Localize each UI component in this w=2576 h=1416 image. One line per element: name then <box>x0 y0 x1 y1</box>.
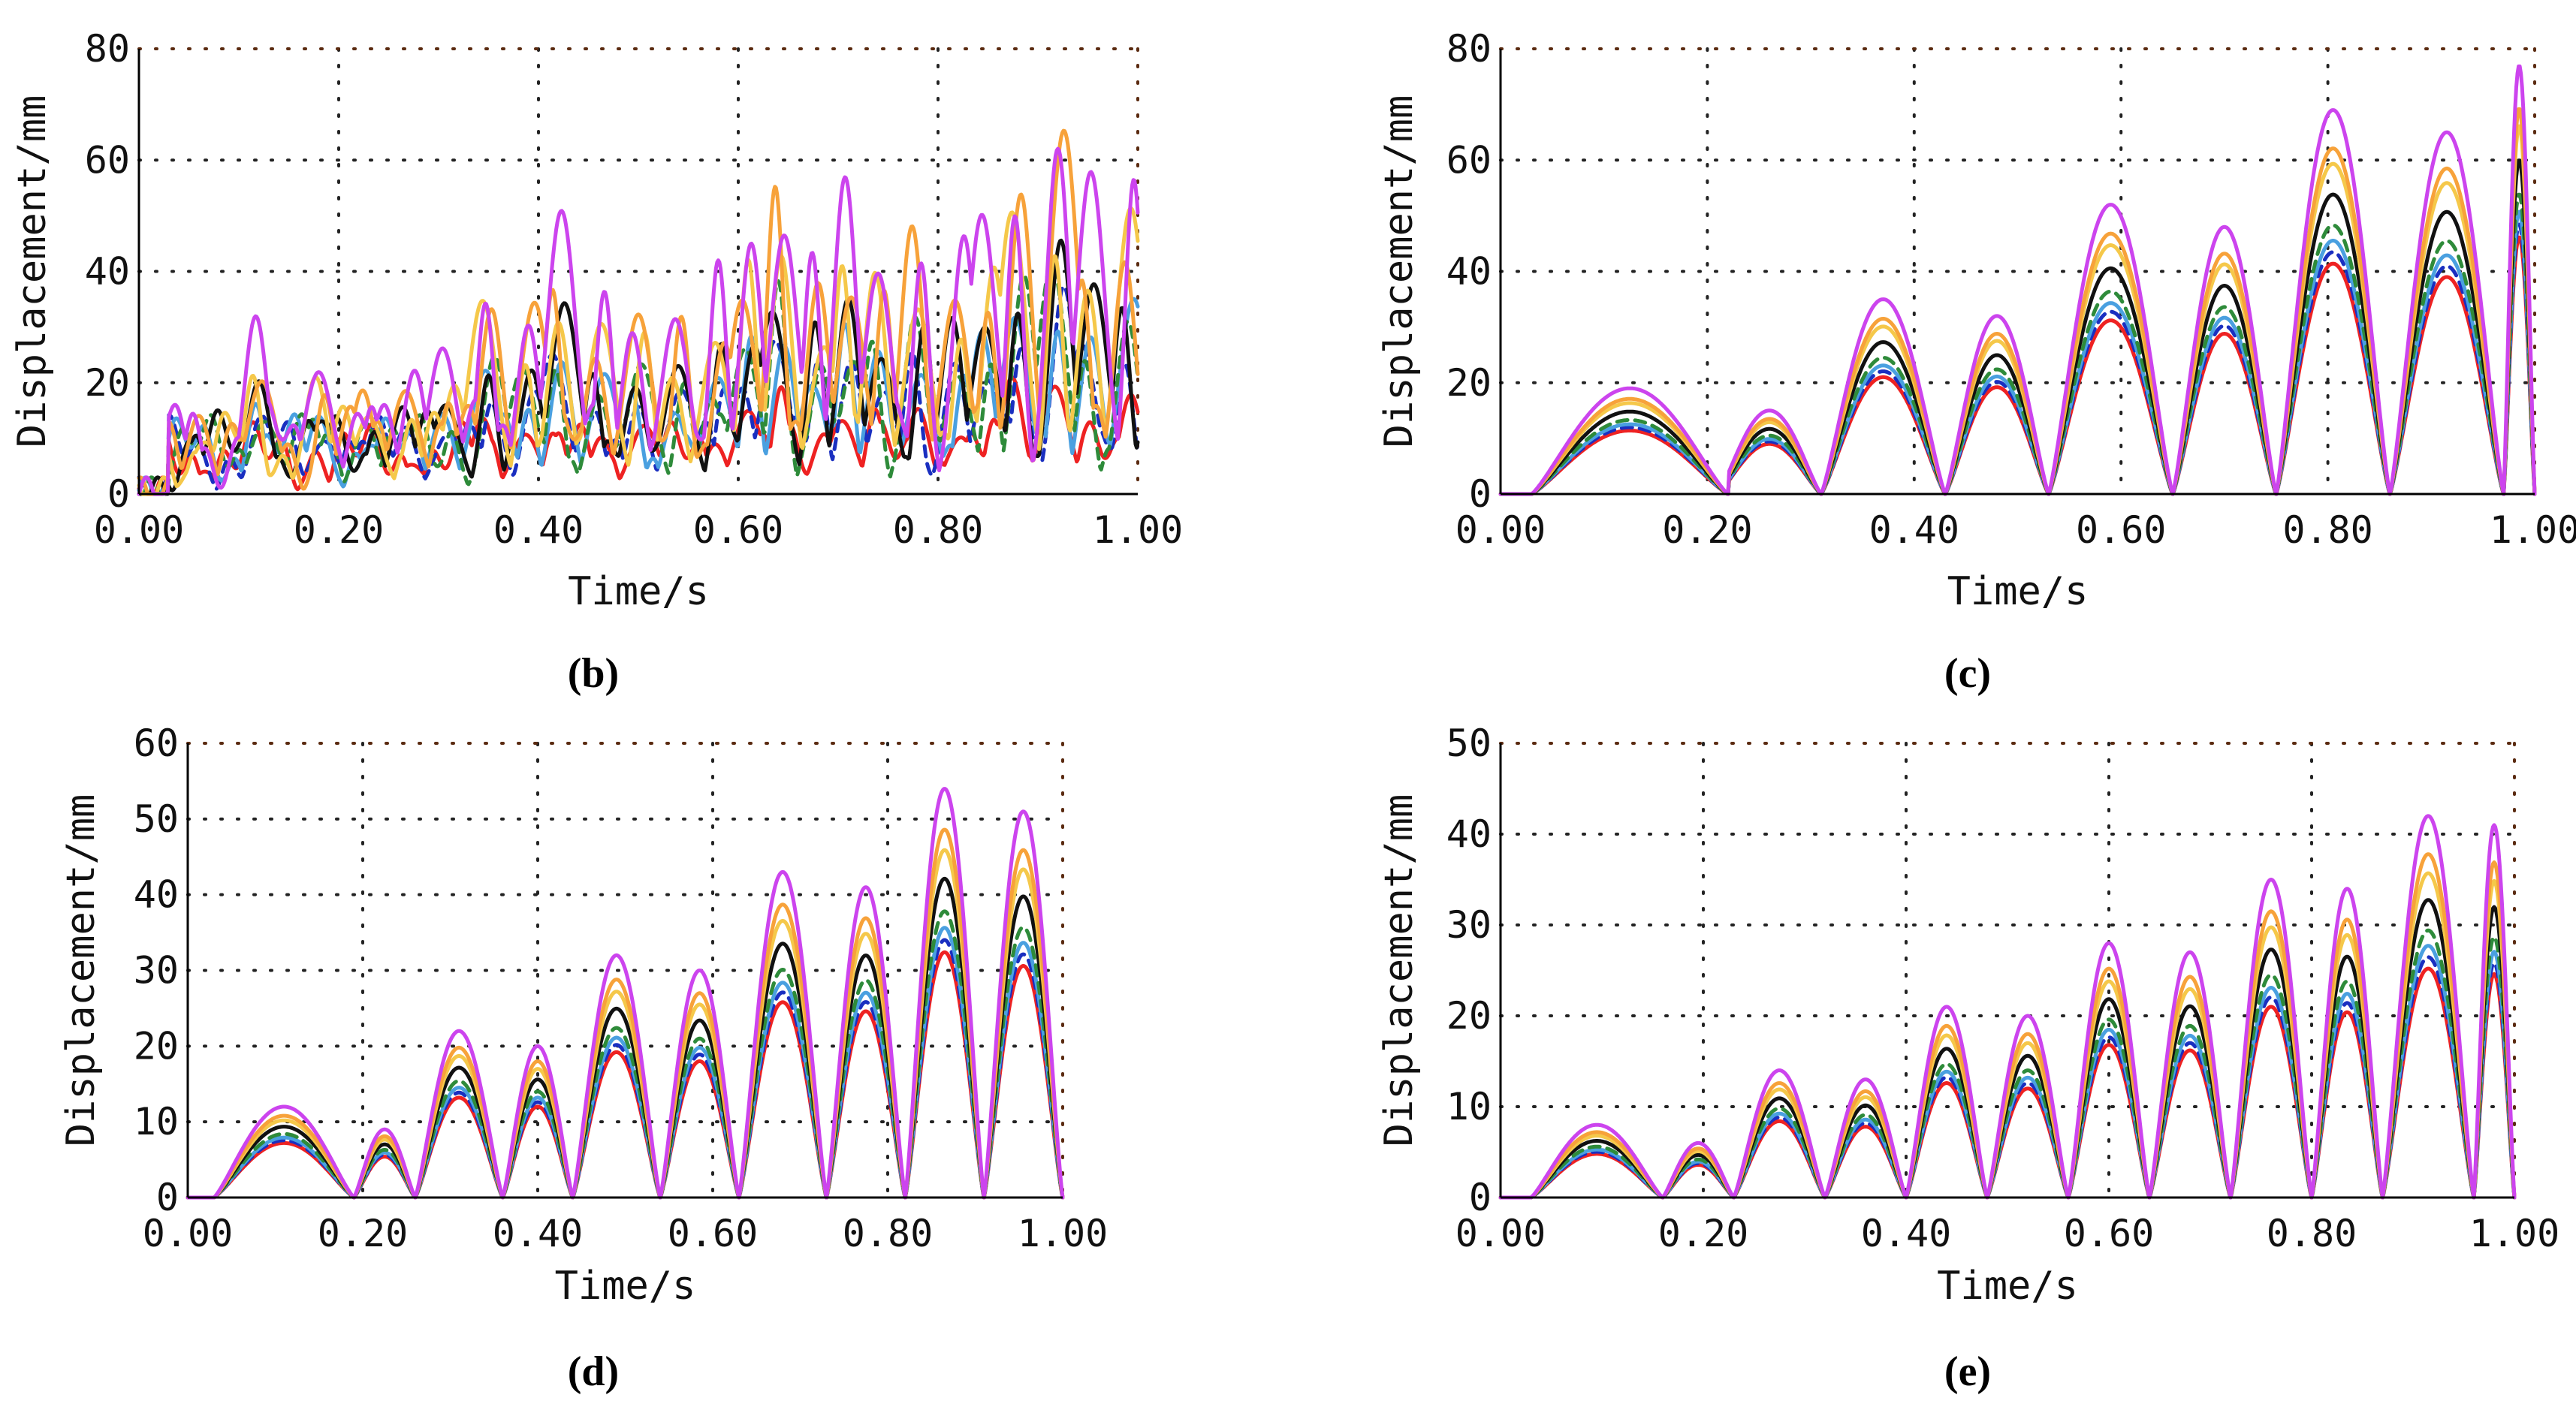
panel-label: (c) <box>1944 650 1991 697</box>
x-tick-label: 0.20 <box>294 508 384 552</box>
series-line-s1 <box>186 787 1065 1200</box>
x-tick-label: 0.00 <box>1455 1212 1546 1255</box>
y-tick-label: 60 <box>134 722 179 765</box>
x-tick-label: 0.00 <box>94 508 184 552</box>
x-tick-label: 0.60 <box>668 1212 758 1255</box>
x-tick-label: 0.80 <box>2267 1212 2357 1255</box>
chart-panel-b: 0.00 0.20 0.40 0.60 0.80 1.00 0 20 40 60 80 Time/s D… <box>10 27 1183 697</box>
panel-label: (b) <box>568 650 619 697</box>
x-tick-label: 0.20 <box>1658 1212 1748 1255</box>
y-tick-label: 40 <box>85 250 130 294</box>
series-line-s2 <box>1498 107 2537 496</box>
x-tick-label: 0.60 <box>693 508 783 552</box>
y-tick-label: 10 <box>1446 1085 1492 1128</box>
y-tick-label: 10 <box>134 1100 179 1143</box>
x-tick-label: 0.00 <box>143 1212 233 1255</box>
series-line-s2 <box>137 128 1140 496</box>
x-tick-label: 0.40 <box>1861 1212 1951 1255</box>
x-tick-label: 1.00 <box>2490 508 2576 552</box>
y-tick-label: 0 <box>1469 1176 1492 1219</box>
series-line-s4 <box>1498 158 2537 496</box>
x-tick-label: 0.20 <box>1662 508 1752 552</box>
x-axis-title: Time/s <box>1937 1264 2078 1309</box>
y-axis-title: Displacement/mm <box>59 794 104 1147</box>
x-tick-label: 0.60 <box>2076 508 2166 552</box>
x-tick-label: 0.40 <box>493 1212 583 1255</box>
x-tick-label: 0.80 <box>893 508 983 552</box>
series-line-s1 <box>1498 814 2517 1200</box>
y-axis-title: Displacement/mm <box>1377 95 1422 448</box>
series-line-s5 <box>186 909 1065 1200</box>
y-tick-label: 40 <box>1446 812 1492 856</box>
y-tick-label: 80 <box>85 27 130 71</box>
y-tick-label: 20 <box>85 361 130 405</box>
series-line-s2 <box>186 827 1065 1200</box>
series-line-s1 <box>1498 64 2537 496</box>
y-axis-title: Displacement/mm <box>10 95 55 448</box>
y-tick-label: 0 <box>1469 472 1492 516</box>
panel-label: (e) <box>1944 1348 1991 1395</box>
x-tick-label: 0.00 <box>1455 508 1546 552</box>
y-tick-label: 80 <box>1446 27 1492 71</box>
x-tick-label: 1.00 <box>2469 1212 2559 1255</box>
chart-panel-d: 0.00 0.20 0.40 0.60 0.80 1.00 0 10 20 30 40 50 60 Tim… <box>59 722 1108 1395</box>
x-axis-title: Time/s <box>555 1264 696 1309</box>
y-tick-label: 50 <box>134 797 179 841</box>
y-tick-label: 30 <box>134 949 179 993</box>
y-tick-label: 60 <box>1446 138 1492 182</box>
y-axis-title: Displacement/mm <box>1377 794 1422 1147</box>
y-tick-label: 60 <box>85 138 130 182</box>
x-tick-label: 0.20 <box>318 1212 408 1255</box>
y-tick-label: 40 <box>1446 250 1492 294</box>
x-axis-title: Time/s <box>1947 569 2089 614</box>
y-tick-label: 50 <box>1446 722 1492 765</box>
y-tick-label: 0 <box>107 472 130 516</box>
y-tick-label: 40 <box>134 873 179 917</box>
x-tick-label: 0.80 <box>2282 508 2372 552</box>
x-tick-label: 1.00 <box>1018 1212 1108 1255</box>
x-tick-label: 0.40 <box>493 508 584 552</box>
x-tick-label: 1.00 <box>1093 508 1183 552</box>
series-line-s5 <box>1498 928 2517 1200</box>
y-tick-label: 0 <box>156 1176 179 1219</box>
y-tick-label: 30 <box>1446 903 1492 947</box>
x-tick-label: 0.60 <box>2064 1212 2154 1255</box>
series-line-s5 <box>1498 192 2537 496</box>
chart-panel-e: 0.00 0.20 0.40 0.60 0.80 1.00 0 10 20 30 40 50 Time/… <box>1377 722 2559 1395</box>
series-line-s1 <box>137 146 1140 496</box>
y-tick-label: 20 <box>1446 361 1492 405</box>
panel-label: (d) <box>568 1348 619 1395</box>
chart-panel-c: 0.00 0.20 0.40 0.60 0.80 1.00 0 20 40 60 80 Time/s D… <box>1377 27 2576 697</box>
x-tick-label: 0.40 <box>1869 508 1959 552</box>
x-tick-label: 0.80 <box>843 1212 933 1255</box>
x-axis-title: Time/s <box>568 569 709 614</box>
y-tick-label: 20 <box>134 1024 179 1068</box>
y-tick-label: 20 <box>1446 994 1492 1038</box>
